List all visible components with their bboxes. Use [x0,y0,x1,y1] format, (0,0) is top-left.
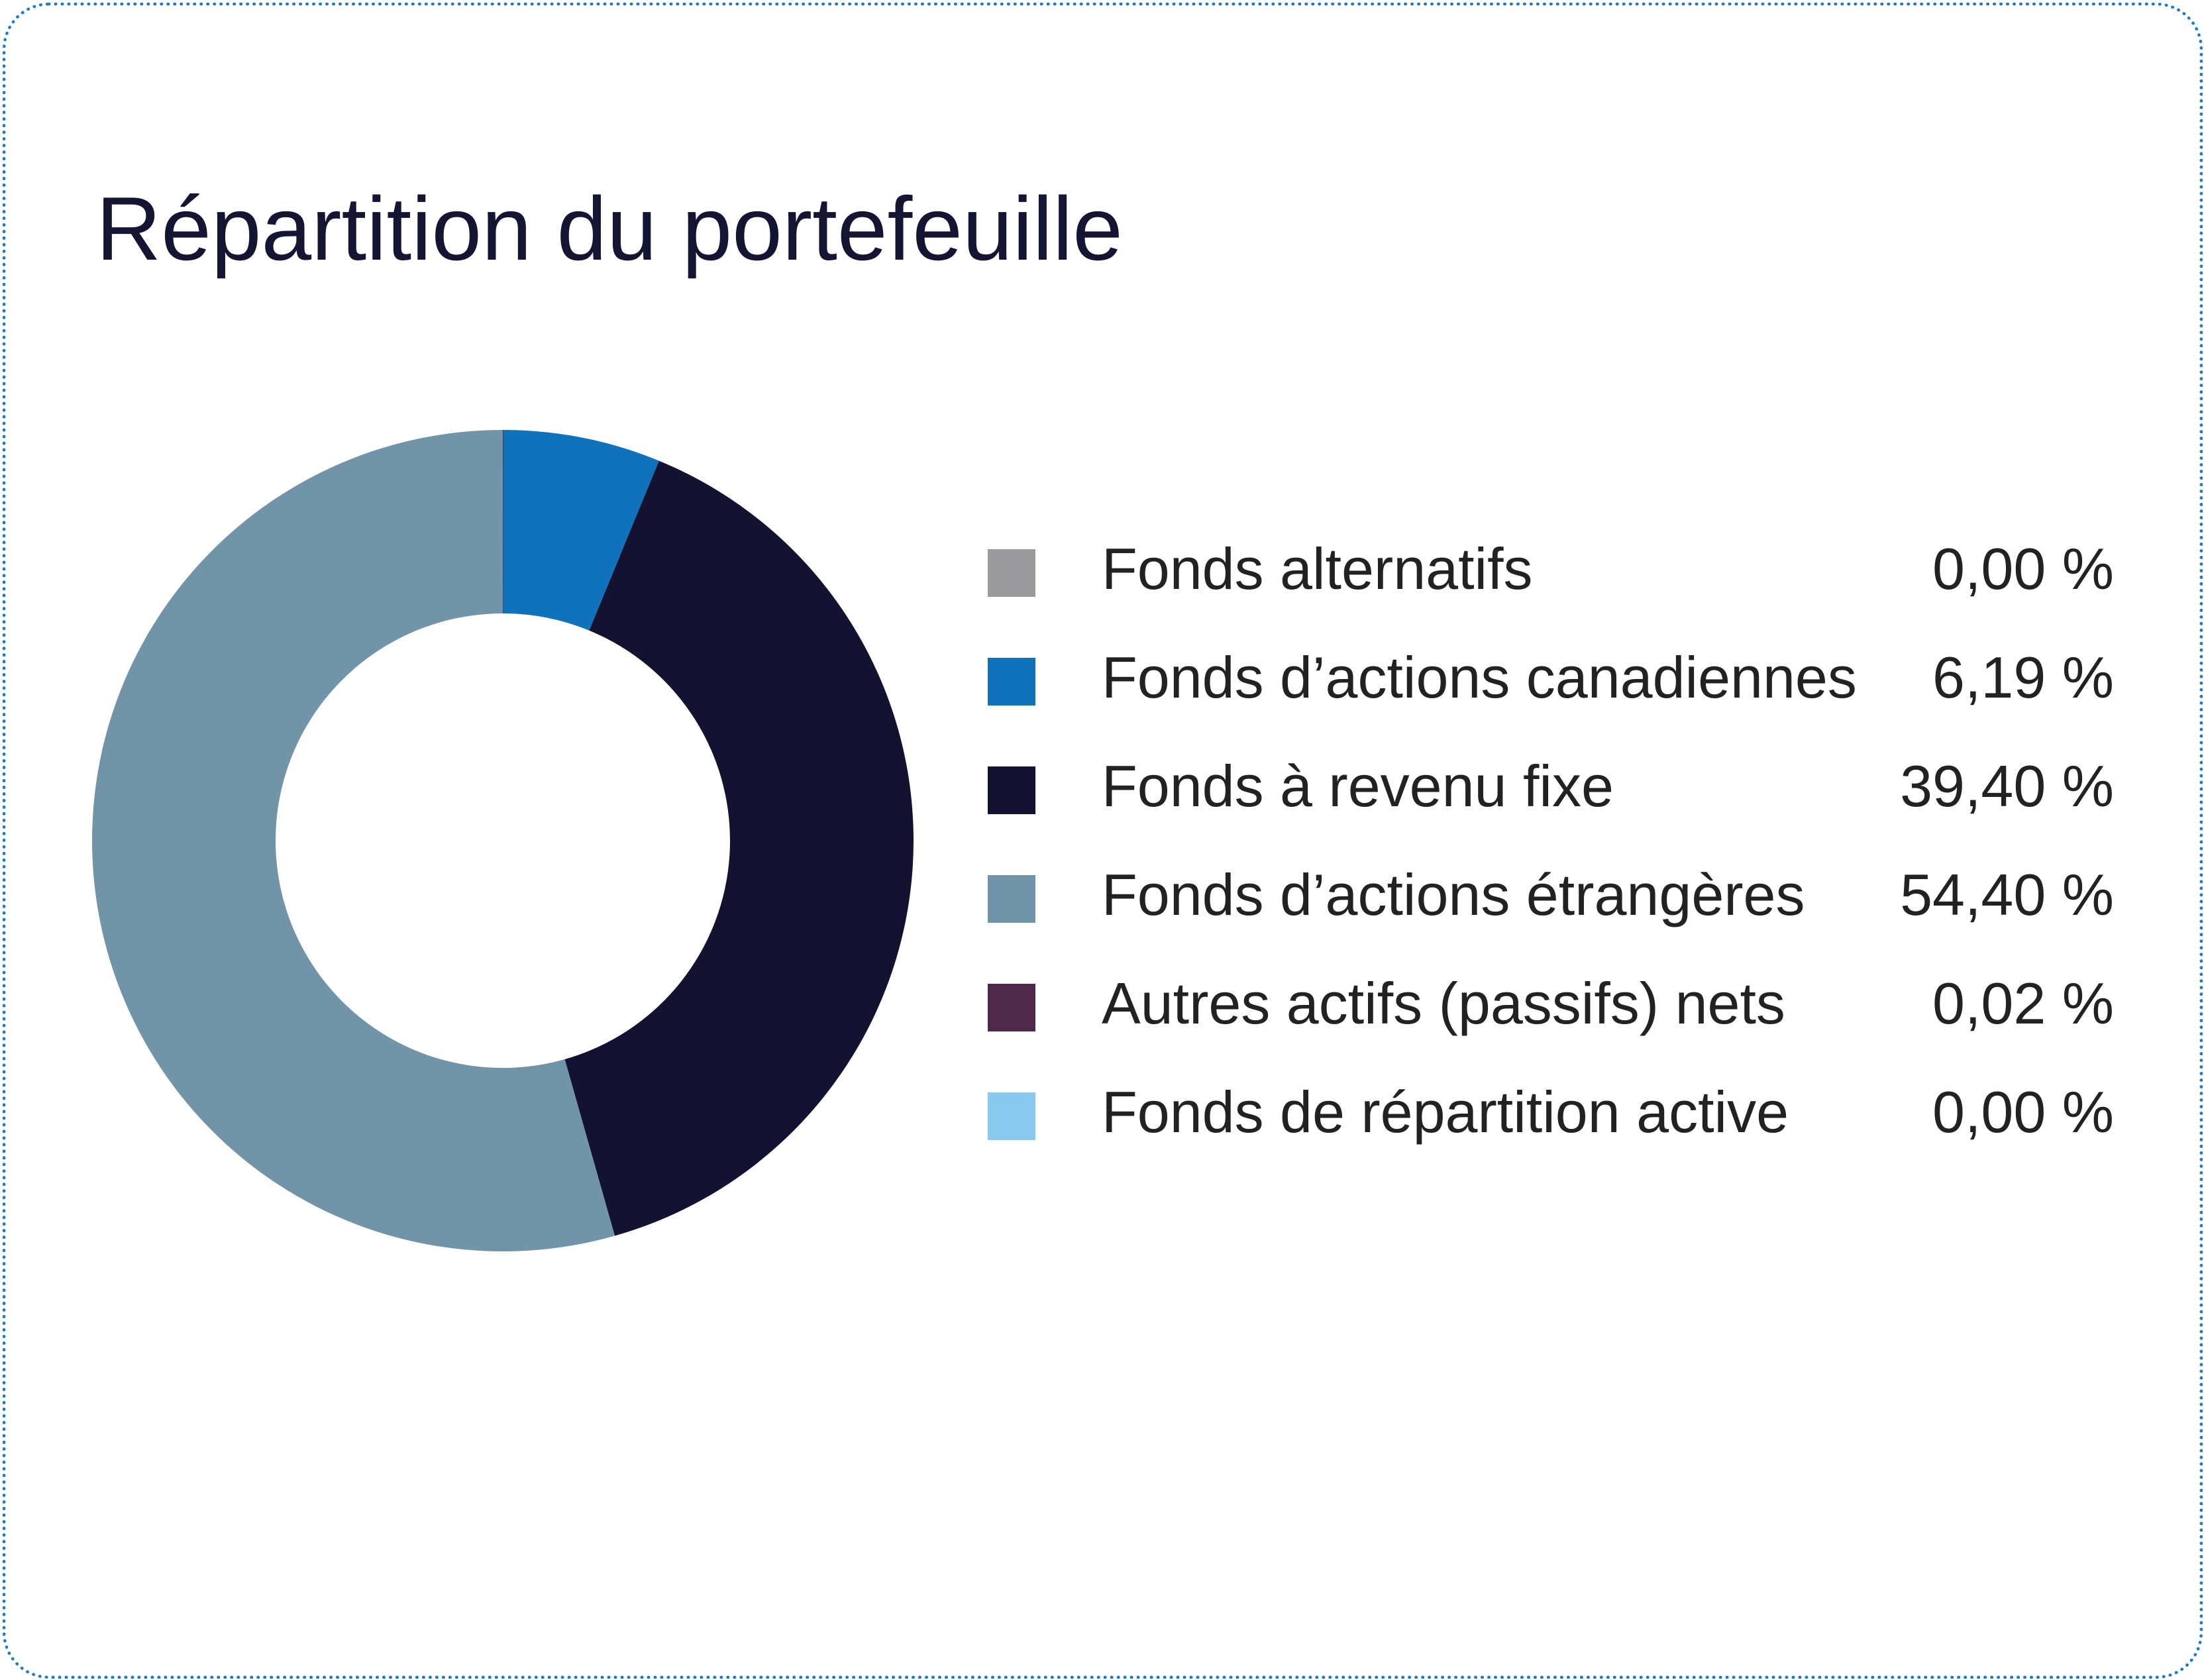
legend-value: 0,00 % [1932,536,2114,602]
donut-slice [503,430,659,631]
legend-item: Fonds à revenu fixe 39,40 % [988,740,2114,849]
chart-title: Répartition du portefeuille [96,178,1123,279]
donut-slice [92,430,615,1252]
legend-value: 6,19 % [1932,645,2114,710]
legend-item: Autres actifs (passifs) nets 0,02 % [988,957,2114,1066]
legend-label: Fonds alternatifs [1102,536,1533,602]
donut-slice [564,460,914,1236]
legend-label: Fonds de répartition active [1102,1079,1789,1145]
legend-value: 0,02 % [1932,971,2114,1036]
legend-label: Autres actifs (passifs) nets [1102,971,1785,1036]
donut-chart [92,430,914,1252]
legend-label: Fonds d’actions canadiennes [1102,645,1857,710]
legend-item: Fonds d’actions canadiennes 6,19 % [988,631,2114,740]
legend-swatch [988,658,1035,706]
legend-label: Fonds d’actions étrangères [1102,862,1805,927]
legend-swatch [988,766,1035,814]
legend-swatch [988,1092,1035,1140]
legend-value: 0,00 % [1932,1079,2114,1145]
chart-legend: Fonds alternatifs 0,00 % Fonds d’actions c… [988,523,2114,1175]
chart-card: Répartition du portefeuille Fonds altern… [3,3,2203,1679]
legend-item: Fonds d’actions étrangères 54,40 % [988,849,2114,957]
legend-item: Fonds de répartition active 0,00 % [988,1066,2114,1175]
legend-value: 39,40 % [1900,753,2114,819]
legend-swatch [988,549,1035,597]
legend-swatch [988,875,1035,923]
legend-value: 54,40 % [1900,862,2114,927]
legend-swatch [988,984,1035,1031]
legend-label: Fonds à revenu fixe [1102,753,1614,819]
legend-item: Fonds alternatifs 0,00 % [988,523,2114,631]
